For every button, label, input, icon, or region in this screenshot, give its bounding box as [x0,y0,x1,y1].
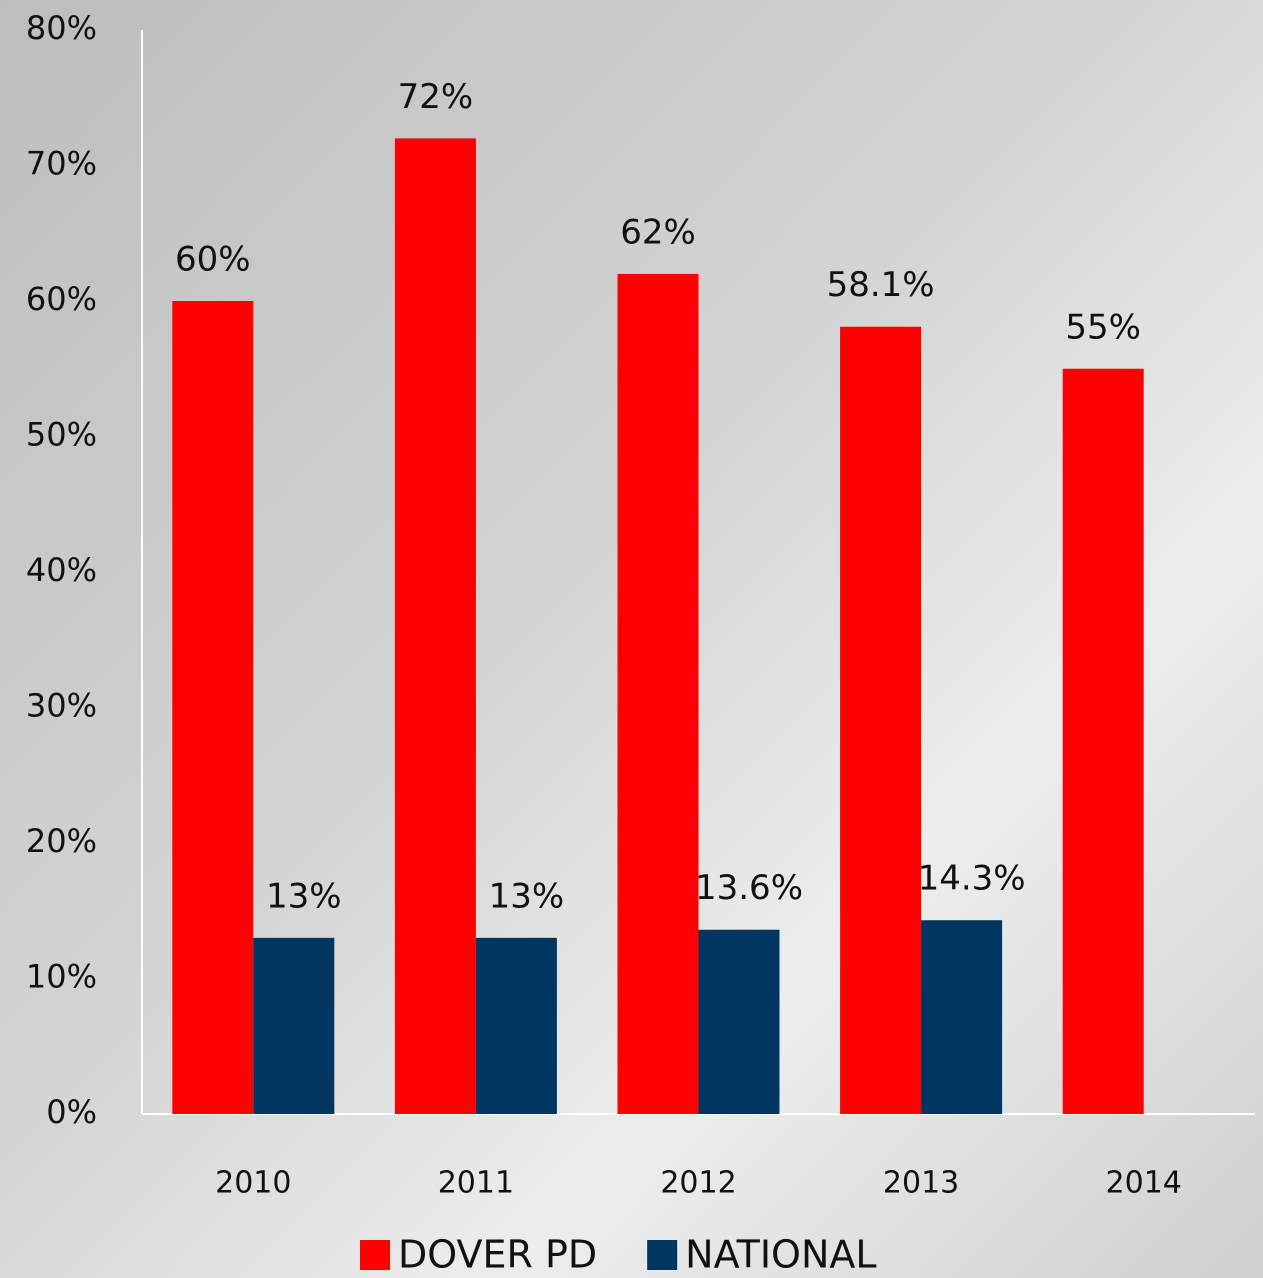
x-tick-label: 2012 [660,1166,736,1201]
bar [921,920,1003,1114]
y-tick-label: 50% [26,416,97,454]
value-label: 13% [266,876,342,916]
x-tick-label: 2013 [883,1166,959,1201]
legend-label: NATIONAL [685,1233,876,1277]
bar [1062,368,1144,1114]
x-tick-label: 2010 [215,1166,291,1201]
value-label: 55% [1065,307,1141,347]
bar [253,937,335,1114]
value-label: 72% [398,77,474,117]
legend-label: DOVER PD [398,1233,597,1277]
bar [394,138,476,1114]
y-tick-label: 30% [26,687,97,725]
x-tick-label: 2014 [1106,1166,1182,1201]
y-tick-label: 10% [26,958,97,996]
bar [475,937,557,1114]
x-tick-label: 2011 [438,1166,514,1201]
value-label: 13.6% [695,868,803,908]
y-tick-label: 40% [26,551,97,589]
legend-swatch [647,1240,678,1270]
value-label: 13% [489,876,565,916]
legend-swatch [360,1240,390,1270]
bar [172,301,254,1114]
y-tick-label: 20% [26,822,97,860]
value-label: 58.1% [827,265,935,305]
value-label: 60% [175,240,251,280]
y-tick-label: 60% [26,280,97,318]
bar [698,929,780,1114]
value-label: 62% [620,212,696,252]
bar [840,326,922,1114]
bar [617,273,699,1114]
value-label: 14.3% [918,859,1026,899]
y-tick-label: 70% [26,145,97,183]
y-tick-label: 80% [26,9,97,47]
y-tick-label: 0% [46,1093,97,1131]
